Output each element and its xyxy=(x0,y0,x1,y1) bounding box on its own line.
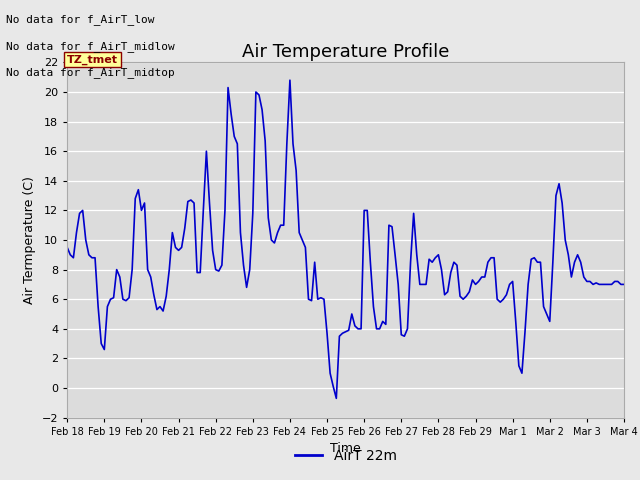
Legend: AirT 22m: AirT 22m xyxy=(289,443,402,468)
Text: TZ_tmet: TZ_tmet xyxy=(67,54,118,65)
X-axis label: Time: Time xyxy=(330,442,361,455)
Y-axis label: Air Termperature (C): Air Termperature (C) xyxy=(23,176,36,304)
Text: No data for f_AirT_low: No data for f_AirT_low xyxy=(6,14,155,25)
Text: No data for f_AirT_midtop: No data for f_AirT_midtop xyxy=(6,67,175,78)
Title: Air Temperature Profile: Air Temperature Profile xyxy=(242,43,449,61)
Text: No data for f_AirT_midlow: No data for f_AirT_midlow xyxy=(6,41,175,52)
